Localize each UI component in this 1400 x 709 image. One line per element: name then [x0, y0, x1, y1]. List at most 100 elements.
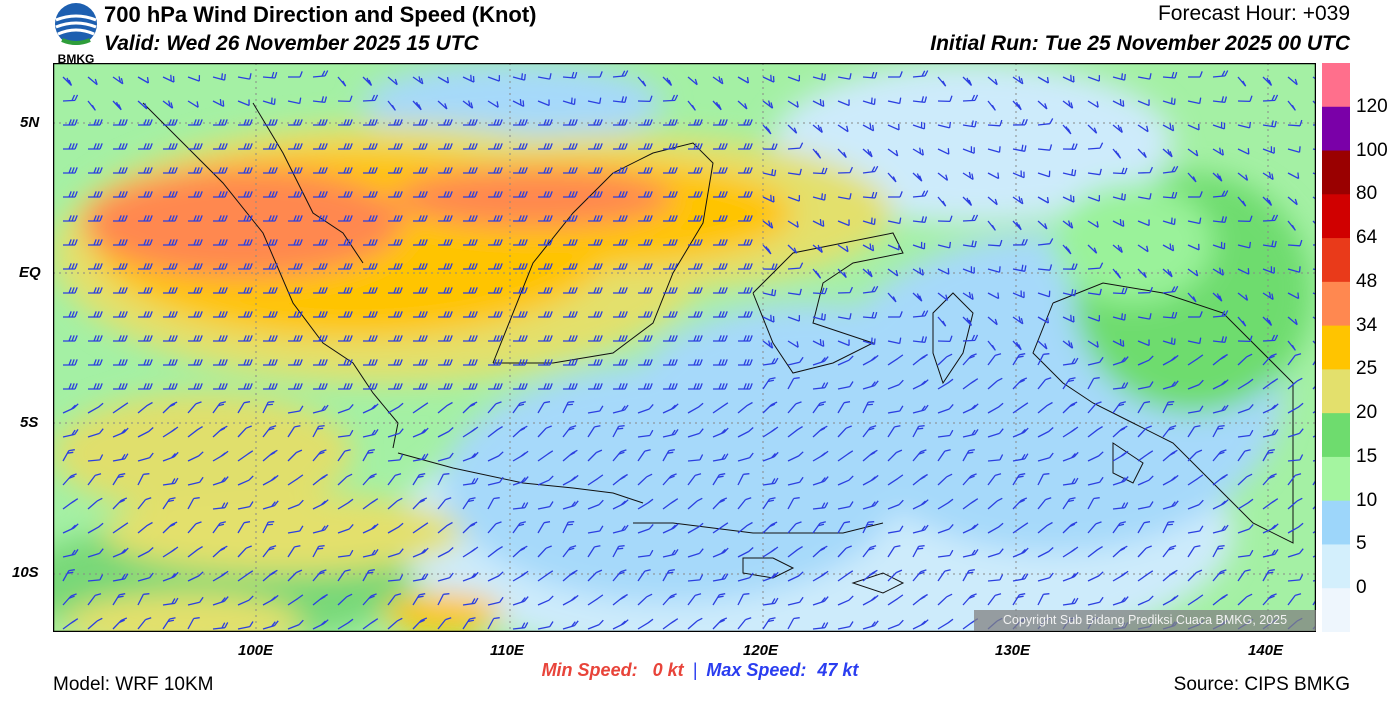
wind-barb [288, 119, 303, 126]
wind-barb [462, 571, 479, 582]
wind-barb [1162, 243, 1175, 252]
wind-barb [812, 148, 822, 159]
wind-barb [237, 501, 254, 510]
wind-barb [1312, 76, 1316, 80]
wind-barb [87, 454, 104, 462]
wind-barb [63, 383, 78, 390]
wind-barb [1237, 498, 1254, 510]
wind-barb [388, 383, 403, 390]
wind-barb [562, 569, 578, 582]
wind-barb [962, 146, 975, 154]
wind-barb [587, 474, 604, 486]
wind-barb [1262, 120, 1277, 128]
wind-barb [1012, 316, 1024, 325]
wind-barb [588, 239, 603, 246]
wind-barb [987, 353, 1002, 366]
wind-barb [62, 429, 79, 438]
wind-barb [688, 167, 703, 174]
wind-barb [787, 521, 802, 534]
max-speed-label: Max Speed: [706, 660, 807, 680]
wind-barb [612, 569, 627, 582]
wind-barb [837, 244, 849, 253]
wind-barb [237, 521, 251, 534]
wind-barb [812, 219, 825, 227]
wind-barb [987, 402, 1004, 414]
wind-barb [1137, 268, 1147, 279]
wind-barb [113, 263, 128, 270]
wind-barb [213, 287, 228, 294]
wind-barb [338, 119, 353, 126]
wind-barb [1312, 100, 1316, 106]
wind-barb [63, 359, 78, 366]
wind-barb [712, 402, 729, 414]
wind-barb [912, 267, 924, 276]
wind-barb [912, 449, 927, 462]
wind-barb [662, 403, 679, 414]
wind-barb [438, 311, 453, 318]
wind-barb [1137, 355, 1154, 366]
wind-barb [1137, 313, 1152, 320]
colorbar-label: 20 [1356, 402, 1378, 424]
wind-barb [1087, 100, 1099, 108]
wind-barb [112, 76, 124, 85]
wind-barb [537, 99, 550, 107]
wind-barb [488, 167, 503, 174]
wind-barb [512, 401, 526, 414]
wind-barb [962, 449, 975, 462]
wind-barb [537, 73, 552, 80]
wind-barb [1037, 401, 1053, 414]
wind-barb [538, 119, 553, 126]
wind-barb [937, 292, 949, 301]
wind-barb [1262, 403, 1279, 414]
wind-barb [1212, 96, 1228, 104]
wind-barb [762, 263, 778, 270]
wind-barb [512, 476, 529, 486]
wind-barb [1112, 356, 1129, 366]
wind-barb [688, 263, 703, 270]
colorbar [1322, 63, 1350, 632]
wind-barb [488, 143, 503, 150]
wind-barb [163, 359, 178, 366]
wind-barb [537, 425, 552, 438]
wind-barb [1062, 263, 1078, 270]
wind-barb [612, 593, 628, 606]
wind-barb [87, 522, 104, 534]
wind-barb [1087, 401, 1102, 414]
wind-barb [1212, 310, 1229, 318]
wind-barb [338, 359, 353, 366]
wind-barb [612, 473, 628, 486]
wind-barb [962, 429, 979, 438]
wind-barb [113, 311, 128, 318]
wind-barb [412, 522, 429, 534]
colorbar-swatch [1322, 194, 1350, 239]
wind-barb [1037, 427, 1054, 438]
wind-barb [687, 454, 704, 462]
wind-barb [212, 450, 229, 462]
wind-barb [1212, 336, 1228, 344]
wind-barb [262, 97, 276, 106]
wind-barb [563, 383, 578, 390]
wind-barb [1012, 402, 1029, 414]
wind-barb [113, 167, 128, 174]
wind-barb [762, 497, 776, 510]
wind-barb [837, 73, 852, 80]
wind-barb [388, 335, 403, 342]
wind-barb [937, 569, 951, 582]
wind-barb [1262, 523, 1279, 534]
wind-barb [337, 473, 353, 486]
wind-barb [1287, 353, 1302, 366]
wind-barb [1087, 377, 1100, 390]
wind-barb [1012, 377, 1028, 390]
wind-barb [762, 521, 778, 534]
wind-barb [213, 359, 228, 366]
wind-barb [1062, 377, 1076, 390]
wind-barb [787, 377, 800, 390]
wind-barb [687, 76, 698, 86]
wind-barb [1012, 264, 1027, 272]
wind-barb [987, 574, 1004, 582]
wind-barb [1037, 220, 1048, 230]
wind-barb [787, 262, 804, 270]
wind-barb [1212, 353, 1228, 366]
wind-barb [238, 143, 253, 150]
wind-barb [512, 73, 526, 81]
